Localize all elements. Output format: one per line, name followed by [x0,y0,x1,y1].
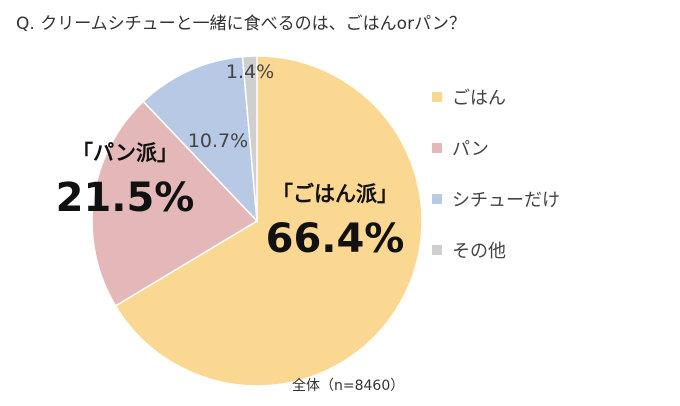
sample-size-note: 全体（n=8460） [292,378,405,394]
legend-item-gohan: ごはん [432,88,560,109]
value-label-gohan: 66.4% [266,216,405,262]
legend-swatch-other [432,245,442,255]
legend-label-gohan: ごはん [452,88,506,109]
pie-slice-stew-only [142,55,258,224]
legend-swatch-stew-only [432,194,442,204]
legend-swatch-pan [432,143,442,153]
value-label-stew-only: 10.7% [188,130,248,152]
legend: ごはん パン シチューだけ その他 [432,88,560,292]
value-label-pan: 21.5% [56,175,195,221]
legend-item-other: その他 [432,241,560,262]
pie-slice-other [241,55,258,222]
pie-slice-pan [91,100,259,307]
chart-title: Q. クリームシチューと一緒に食べるのは、ごはんorパン？ [16,14,466,34]
legend-swatch-gohan [432,92,442,102]
legend-label-stew-only: シチューだけ [452,190,560,211]
legend-item-stew-only: シチューだけ [432,190,560,211]
legend-label-other: その他 [452,241,506,262]
legend-label-pan: パン [452,139,489,160]
group-label-pan: 「パン派」 [72,141,178,165]
pie-slice-gohan [114,55,423,387]
value-label-other: 1.4% [226,61,274,83]
group-label-gohan: 「ごはん派」 [272,182,398,206]
legend-item-pan: パン [432,139,560,160]
